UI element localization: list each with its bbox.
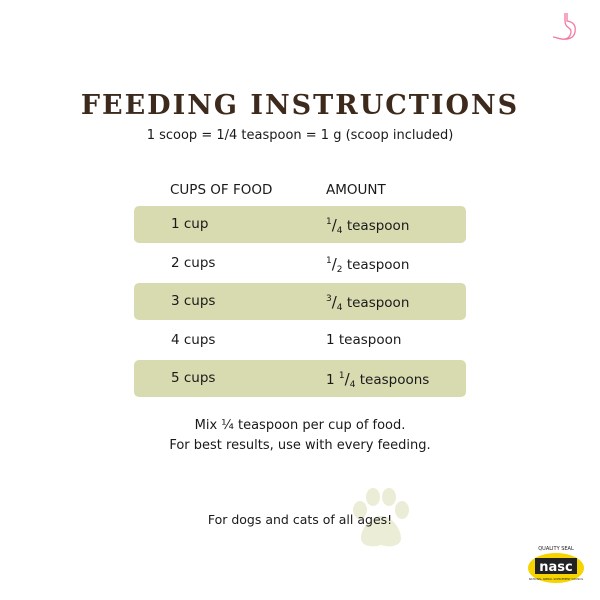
- fraction-numerator: 3: [326, 294, 332, 304]
- fraction-numerator: 1: [326, 256, 332, 266]
- fraction-denominator: 4: [336, 226, 343, 236]
- mix-instructions: Mix ¼ teaspoon per cup of food. For best…: [0, 416, 600, 456]
- amount-unit: teaspoon: [346, 218, 410, 234]
- fraction-numerator: 1: [326, 217, 332, 227]
- scoop-info: 1 scoop = 1/4 teaspoon = 1 g (scoop incl…: [146, 128, 454, 143]
- instruction-line: Mix ¼ teaspoon per cup of food.: [194, 418, 406, 433]
- svg-text:nasc: nasc: [539, 560, 572, 575]
- amount-unit: teaspoon: [338, 332, 402, 348]
- table-row: 4 cups 1 teaspoon: [134, 322, 466, 359]
- header-cups: CUPS OF FOOD: [170, 182, 273, 198]
- amount-whole: 1: [326, 332, 335, 348]
- stomach-icon: [552, 13, 576, 40]
- table-row: 3 cups 3/4 teaspoon: [134, 283, 466, 320]
- amount-unit: teaspoon: [346, 295, 410, 311]
- amount-whole: 1: [326, 372, 335, 388]
- cups-cell: 5 cups: [171, 370, 216, 386]
- amount-cell: 1/2 teaspoon: [326, 255, 409, 275]
- fraction-numerator: 1: [338, 371, 345, 381]
- fraction-slash: /: [344, 370, 350, 388]
- amount-cell: 1/4 teaspoon: [326, 216, 409, 236]
- footer-text: For dogs and cats of all ages!: [207, 512, 393, 527]
- amount-cell: 3/4 teaspoon: [326, 293, 409, 313]
- table-row: 1 cup 1/4 teaspoon: [134, 206, 466, 243]
- cups-cell: 3 cups: [171, 293, 216, 309]
- amount-cell: 1 teaspoon: [326, 332, 401, 348]
- svg-text:QUALITY SEAL: QUALITY SEAL: [538, 546, 574, 552]
- page-title: FEEDING INSTRUCTIONS: [80, 90, 520, 121]
- cups-cell: 1 cup: [171, 216, 209, 232]
- header-amount: AMOUNT: [326, 182, 386, 198]
- cups-cell: 4 cups: [171, 332, 216, 348]
- amount-unit: teaspoon: [346, 257, 410, 273]
- cups-cell: 2 cups: [171, 255, 216, 271]
- nasc-quality-seal-logo: QUALITY SEAL nasc NATIONAL ANIMAL SUPPLE…: [528, 546, 584, 583]
- amount-unit: teaspoons: [359, 372, 430, 388]
- fraction-denominator: 4: [349, 380, 356, 390]
- svg-text:NATIONAL ANIMAL SUPPLEMENT COU: NATIONAL ANIMAL SUPPLEMENT COUNCIL: [529, 577, 584, 581]
- fraction-denominator: 2: [336, 265, 343, 275]
- amount-cell: 1 1/4 teaspoons: [326, 370, 429, 390]
- fraction-slash: /: [331, 255, 337, 273]
- paw-print-icon: [353, 488, 409, 547]
- instruction-line: For best results, use with every feeding…: [169, 438, 431, 453]
- fraction-denominator: 4: [336, 303, 343, 313]
- fraction-slash: /: [331, 216, 337, 234]
- fraction-slash: /: [331, 293, 337, 311]
- table-row: 5 cups 1 1/4 teaspoons: [134, 360, 466, 397]
- table-row: 2 cups 1/2 teaspoon: [134, 245, 466, 282]
